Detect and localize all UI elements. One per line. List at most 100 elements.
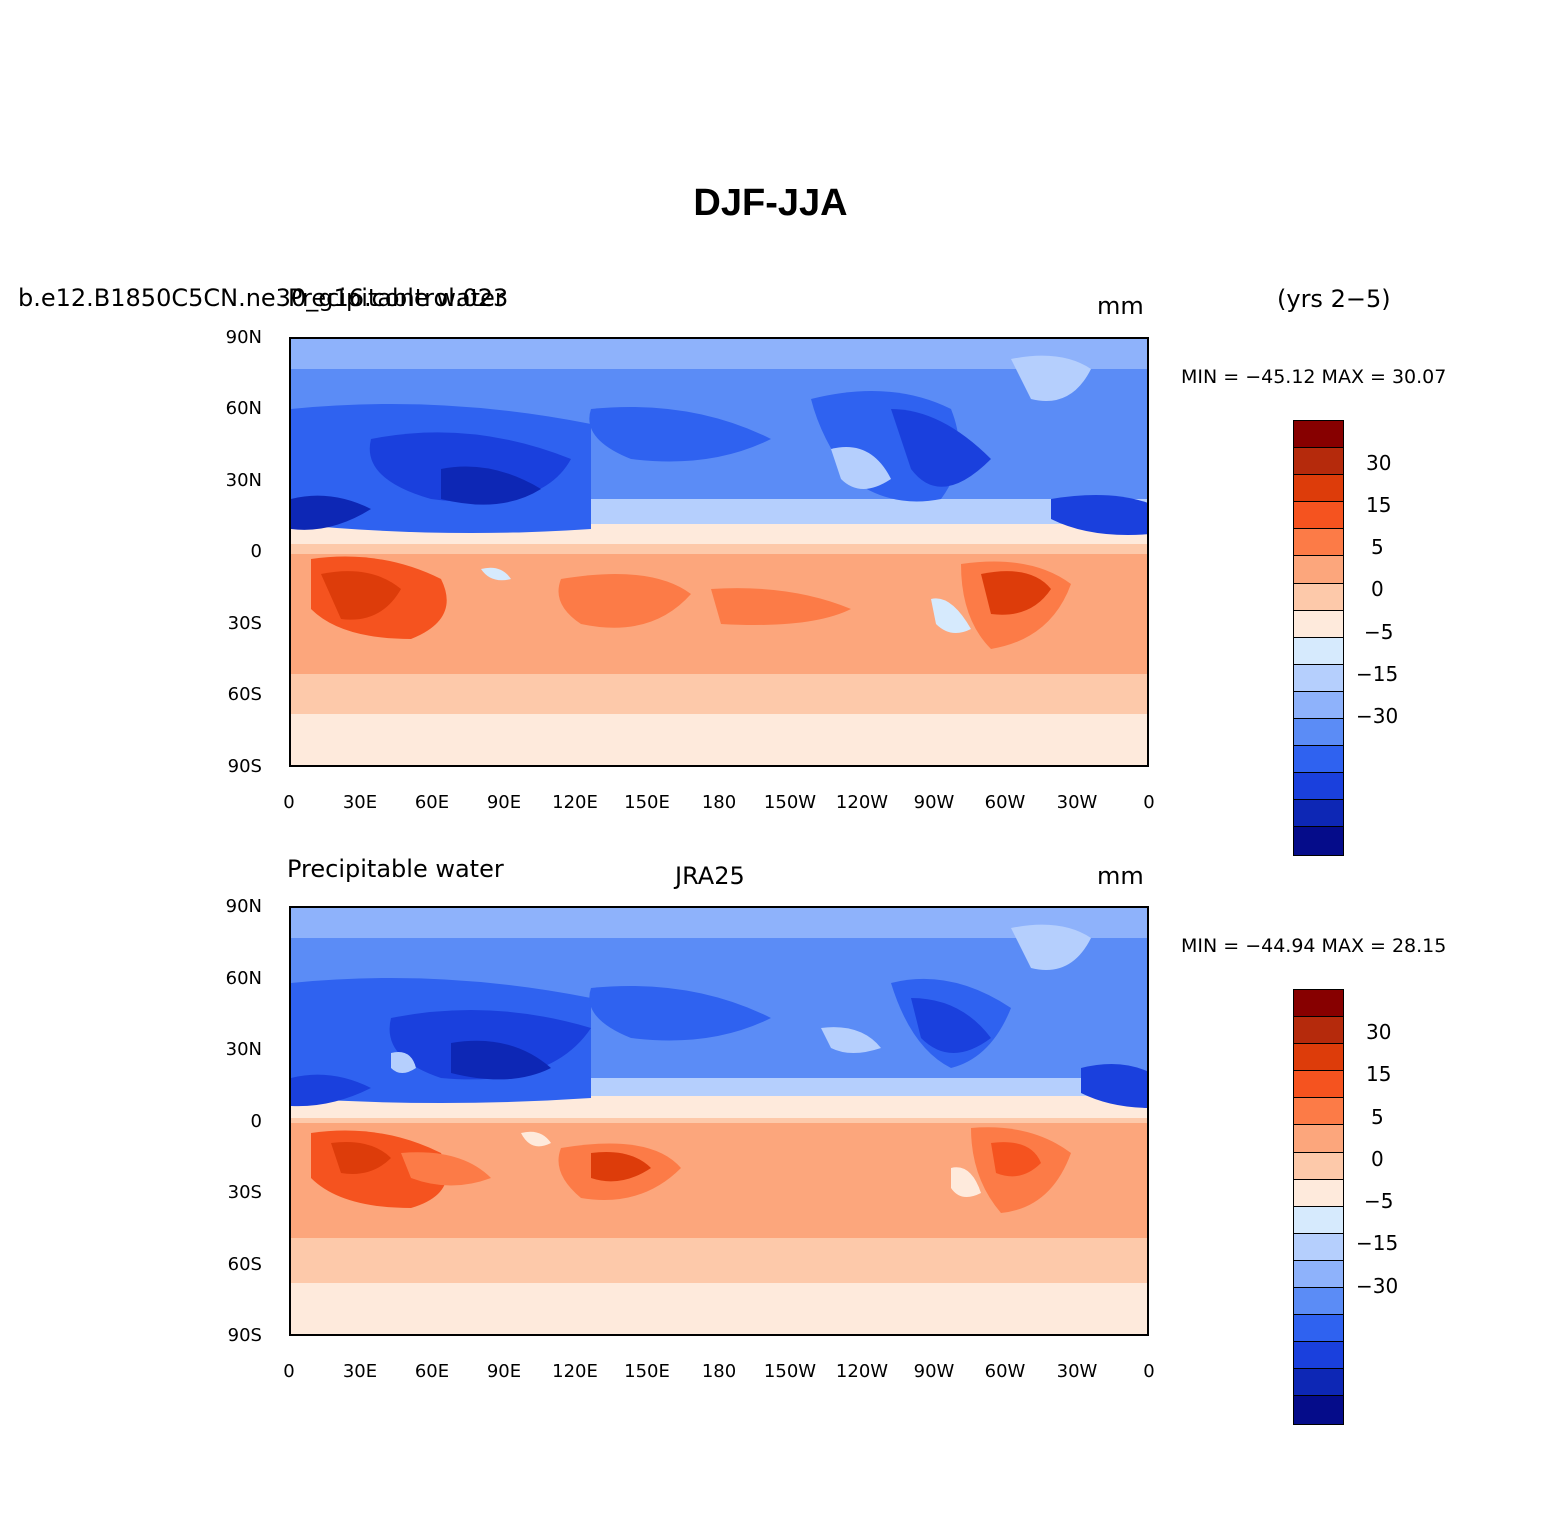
panel1-colorbar xyxy=(1293,420,1344,856)
panel2-lon-tick: 90W xyxy=(913,1361,955,1382)
colorbar-swatch xyxy=(1294,1288,1343,1316)
panel1-lat-tick: 60N xyxy=(225,398,262,419)
panel1-lat-tick: 60S xyxy=(227,684,262,705)
colorbar-swatch xyxy=(1294,1342,1343,1370)
panel1-lon-tick: 180 xyxy=(701,792,737,813)
panel1-colorbar-label: 0 xyxy=(1371,577,1384,601)
colorbar-swatch xyxy=(1294,1017,1343,1045)
panel2-colorbar-label: 30 xyxy=(1366,1020,1392,1044)
colorbar-swatch xyxy=(1294,1315,1343,1343)
panel1-lat-tick: 90S xyxy=(227,756,262,777)
panel1-lon-tick: 0 xyxy=(283,792,295,813)
panel2-lon-tick: 120W xyxy=(835,1361,889,1382)
panel2-lon-tick: 0 xyxy=(1143,1361,1155,1382)
panel1-lon-tick: 90E xyxy=(486,792,522,813)
panel1-colorbar-label: −30 xyxy=(1356,704,1399,728)
panel2-colorbar-label: −30 xyxy=(1356,1274,1399,1298)
panel2-lon-tick: 30W xyxy=(1056,1361,1098,1382)
panel2-lon-tick: 60E xyxy=(414,1361,450,1382)
panel1-lat-tick: 30N xyxy=(225,470,262,491)
colorbar-swatch xyxy=(1294,529,1343,557)
colorbar-swatch xyxy=(1294,719,1343,747)
panel1-colorbar-label: 15 xyxy=(1366,493,1392,517)
panel1-variable-title: Precipitable water xyxy=(288,284,505,312)
panel2-colorbar-label: 5 xyxy=(1371,1105,1384,1129)
colorbar-swatch xyxy=(1294,502,1343,530)
colorbar-swatch xyxy=(1294,1260,1343,1289)
panel2-colorbar-label: −15 xyxy=(1356,1231,1399,1255)
panel2-lat-tick: 30S xyxy=(227,1182,262,1203)
panel1-colorbar-label: 30 xyxy=(1366,451,1392,475)
panel2-colorbar xyxy=(1293,989,1344,1425)
colorbar-swatch xyxy=(1294,1098,1343,1126)
panel2-lat-tick: 60N xyxy=(225,968,262,989)
colorbar-swatch xyxy=(1294,1071,1343,1099)
panel1-lon-tick: 120E xyxy=(552,792,598,813)
panel2-source-title: JRA25 xyxy=(675,862,745,890)
colorbar-swatch xyxy=(1294,421,1343,449)
panel2-lon-tick: 180 xyxy=(701,1361,737,1382)
panel2-lat-tick: 30N xyxy=(225,1039,262,1060)
panel2-lat-tick: 0 xyxy=(250,1111,262,1132)
panel1-lon-tick: 120W xyxy=(835,792,889,813)
panel1-lon-tick: 60W xyxy=(984,792,1026,813)
panel2-units: mm xyxy=(1097,862,1144,890)
colorbar-swatch xyxy=(1294,664,1343,692)
panel1-lon-tick: 60E xyxy=(414,792,450,813)
panel1-colorbar-label: 5 xyxy=(1371,535,1384,559)
panel2-lat-tick: 60S xyxy=(227,1254,262,1275)
colorbar-swatch xyxy=(1294,448,1343,476)
panel2-lat-tick: 90S xyxy=(227,1325,262,1346)
panel1-units: mm xyxy=(1097,292,1144,320)
panel1-lon-tick: 90W xyxy=(913,792,955,813)
panel2-colorbar-label: 0 xyxy=(1371,1147,1384,1171)
panel2-min-max: MIN = −44.94 MAX = 28.15 xyxy=(1181,935,1447,957)
colorbar-swatch xyxy=(1294,827,1343,855)
years-note: (yrs 2−5) xyxy=(1277,285,1391,313)
panel1-case-title: b.e12.B1850C5CN.ne30_g16.control.023 xyxy=(18,284,509,312)
panel2-lon-tick: 90E xyxy=(486,1361,522,1382)
colorbar-swatch xyxy=(1294,1152,1343,1180)
panel2-lon-tick: 0 xyxy=(283,1361,295,1382)
panel2-colorbar-label: −5 xyxy=(1364,1189,1394,1213)
panel2-variable-title: Precipitable water xyxy=(287,855,504,883)
colorbar-swatch xyxy=(1294,1206,1343,1234)
colorbar-swatch xyxy=(1294,1369,1343,1397)
figure-title: DJF-JJA xyxy=(693,182,848,224)
panel1-lat-tick: 30S xyxy=(227,613,262,634)
colorbar-swatch xyxy=(1294,1125,1343,1153)
panel1-colorbar-label: −15 xyxy=(1356,662,1399,686)
panel1-lon-tick: 150W xyxy=(763,792,817,813)
panel2-lon-tick: 120E xyxy=(552,1361,598,1382)
panel2-map xyxy=(289,906,1149,1336)
colorbar-swatch xyxy=(1294,1044,1343,1072)
panel1-lon-tick: 30E xyxy=(342,792,378,813)
colorbar-swatch xyxy=(1294,800,1343,828)
panel1-lon-tick: 150E xyxy=(624,792,670,813)
colorbar-swatch xyxy=(1294,475,1343,503)
panel1-field xyxy=(291,339,1147,765)
colorbar-swatch xyxy=(1294,1179,1343,1207)
panel2-lat-tick: 90N xyxy=(225,896,262,917)
panel2-lon-tick: 150W xyxy=(763,1361,817,1382)
colorbar-swatch xyxy=(1294,610,1343,638)
colorbar-swatch xyxy=(1294,1233,1343,1261)
colorbar-swatch xyxy=(1294,556,1343,584)
panel2-lon-tick: 60W xyxy=(984,1361,1026,1382)
panel1-min-max: MIN = −45.12 MAX = 30.07 xyxy=(1181,366,1447,388)
colorbar-swatch xyxy=(1294,1396,1343,1424)
panel1-lon-tick: 0 xyxy=(1143,792,1155,813)
panel1-lon-tick: 30W xyxy=(1056,792,1098,813)
panel2-lon-tick: 150E xyxy=(624,1361,670,1382)
panel1-lat-tick: 90N xyxy=(225,327,262,348)
panel1-colorbar-label: −5 xyxy=(1364,620,1394,644)
colorbar-swatch xyxy=(1294,691,1343,720)
colorbar-swatch xyxy=(1294,773,1343,801)
panel2-colorbar-label: 15 xyxy=(1366,1062,1392,1086)
panel1-lat-tick: 0 xyxy=(250,541,262,562)
colorbar-swatch xyxy=(1294,746,1343,774)
colorbar-swatch xyxy=(1294,583,1343,611)
colorbar-swatch xyxy=(1294,990,1343,1018)
panel2-lon-tick: 30E xyxy=(342,1361,378,1382)
panel2-field xyxy=(291,908,1147,1334)
